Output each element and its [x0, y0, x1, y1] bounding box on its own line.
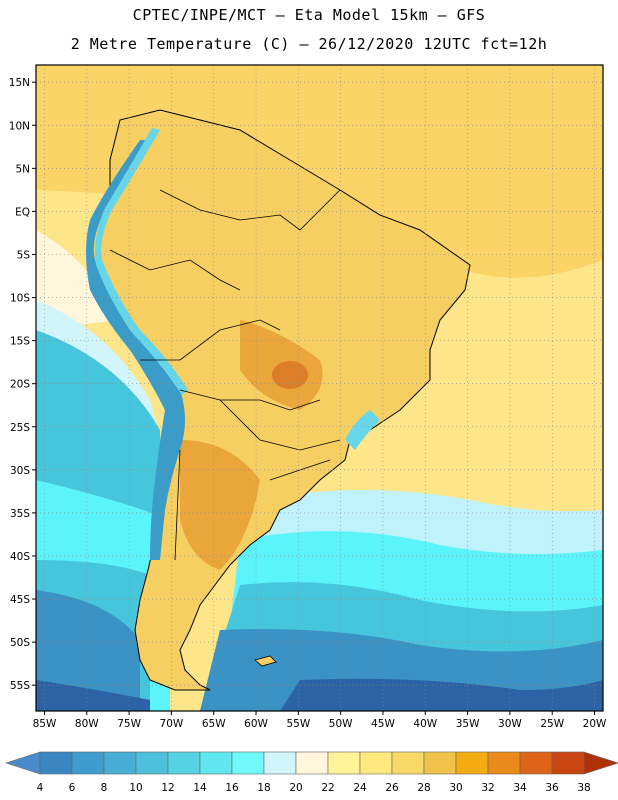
falkland-islands: [254, 655, 277, 667]
colorbar-box: [487, 751, 521, 775]
colorbar-box: [391, 751, 425, 775]
colorbar-label: 36: [545, 782, 559, 794]
andes-mid-band: [95, 128, 188, 395]
colorbar-box: [167, 751, 201, 775]
colorbar-box: [423, 751, 457, 775]
lon-label: 40W: [413, 718, 437, 730]
lon-label: 75W: [117, 718, 141, 730]
latitude-axis: 15N 10N 5N EQ 5S 10S 15S 20S 25S 30S 35S 40S 45S 50S 5…: [9, 77, 36, 692]
lat-label: 5S: [17, 249, 31, 261]
lat-label: 25S: [10, 422, 30, 434]
colorbar-min-arrow: [5, 751, 41, 775]
pacific-south-cold: [36, 590, 140, 711]
colorbar-label: 38: [577, 782, 590, 794]
colorbar-label: 16: [225, 782, 239, 794]
lat-label: 10S: [10, 293, 30, 305]
hot-spot: [272, 361, 308, 389]
lon-label: 50W: [329, 718, 353, 730]
chart-title: CPTEC/INPE/MCT – Eta Model 15km – GFS: [132, 6, 486, 24]
lat-label: 15S: [10, 336, 30, 348]
colorbar-box: [103, 751, 137, 775]
colorbar-label: 24: [353, 782, 367, 794]
lat-label: 35S: [10, 508, 30, 520]
atlantic-cold-3: [280, 678, 603, 711]
colorbar-box: [551, 751, 585, 775]
colorbar-box: [519, 751, 553, 775]
colorbar-label: 28: [417, 782, 430, 794]
lat-label: EQ: [15, 206, 30, 218]
colorbar: 4 6 8 10 12 14 16 18 20 22 24 26 28 30 32 34 36 38: [5, 751, 618, 794]
colorbar-label: 34: [513, 782, 527, 794]
colorbar-label: 4: [37, 782, 44, 794]
colorbar-box: [135, 751, 169, 775]
lat-label: 10N: [9, 120, 30, 132]
pacific-coldest: [36, 680, 150, 711]
colorbar-label: 14: [193, 782, 207, 794]
lon-label: 20W: [583, 718, 607, 730]
lon-label: 35W: [456, 718, 480, 730]
colorbar-label: 22: [321, 782, 334, 794]
longitude-axis: 85W 80W 75W 70W 65W 60W 55W 50W 45W 40W 35W 30W 25W 2…: [33, 711, 607, 730]
colorbar-label: 8: [101, 782, 108, 794]
lon-label: 25W: [540, 718, 564, 730]
colorbar-label: 12: [161, 782, 174, 794]
argentina-hot-area: [180, 440, 260, 570]
lat-label: 5N: [15, 163, 30, 175]
map-frame: [35, 64, 604, 712]
colorbar-box: [359, 751, 393, 775]
lon-label: 65W: [202, 718, 226, 730]
lon-label: 70W: [160, 718, 184, 730]
colorbar-box: [295, 751, 329, 775]
lat-label: 20S: [10, 379, 30, 391]
colorbar-label: 18: [257, 782, 270, 794]
colorbar-box: [455, 751, 489, 775]
temperature-map: 15N 10N 5N EQ 5S 10S 15S 20S 25S 30S 35S 40S 45S 50S 5…: [9, 64, 607, 730]
lon-label: 45W: [371, 718, 395, 730]
lat-label: 45S: [10, 594, 30, 606]
colorbar-box: [231, 751, 265, 775]
colorbar-box: [199, 751, 233, 775]
colorbar-label: 32: [481, 782, 494, 794]
colorbar-label: 26: [385, 782, 399, 794]
lon-label: 55W: [286, 718, 310, 730]
colorbar-label: 30: [449, 782, 462, 794]
colorbar-box: [327, 751, 361, 775]
lon-label: 30W: [498, 718, 522, 730]
chart-subtitle: 2 Metre Temperature (C) – 26/12/2020 12U…: [70, 35, 548, 53]
colorbar-box: [39, 751, 73, 775]
colorbar-max-arrow: [583, 751, 618, 775]
lat-label: 50S: [10, 637, 30, 649]
andes-cold-band: [86, 140, 185, 560]
colorbar-box: [263, 751, 297, 775]
graticule: [36, 65, 603, 711]
lat-label: 55S: [10, 680, 30, 692]
colorbar-box: [71, 751, 105, 775]
colorbar-label: 20: [289, 782, 302, 794]
colorbar-label: 10: [129, 782, 142, 794]
lon-label: 60W: [244, 718, 268, 730]
lon-label: 80W: [75, 718, 99, 730]
lon-label: 85W: [33, 718, 57, 730]
coast-cool-strip: [345, 410, 380, 450]
lat-label: 30S: [10, 465, 30, 477]
lat-label: 40S: [10, 551, 30, 563]
colorbar-label: 6: [69, 782, 76, 794]
lat-label: 15N: [9, 77, 30, 89]
